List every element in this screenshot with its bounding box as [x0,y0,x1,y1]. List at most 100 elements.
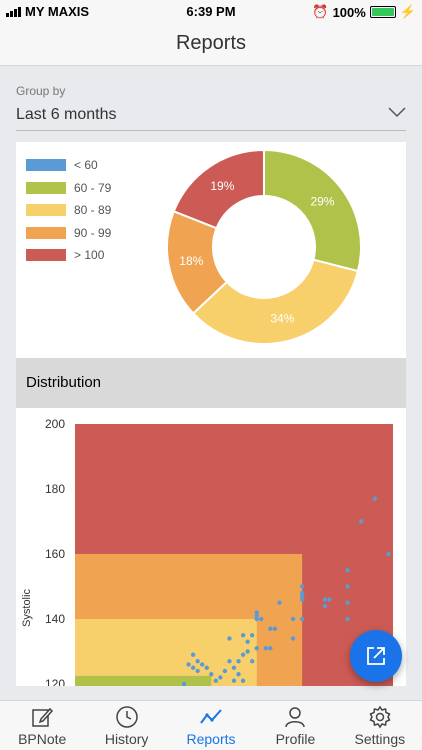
reading-point [259,616,264,622]
category-donut-card: < 60 60 - 79 80 - 89 90 - 99 > 100 29% 34% 18%… [16,142,406,358]
reading-point [254,613,259,618]
y-tick-label: 140 [45,612,65,626]
legend-swatch [26,181,66,194]
y-tick-label: 160 [45,547,65,561]
tab-label: Reports [186,731,236,747]
legend-swatch [26,226,66,239]
reading-point [186,662,191,667]
group-by-value: Last 6 months [16,106,117,123]
reading-point [299,590,305,596]
donut-slice [172,148,265,230]
legend-item: 60 - 79 [26,177,111,200]
y-tick-label: 180 [45,482,65,496]
note-edit-icon [32,707,54,727]
reading-point [240,633,246,638]
reading-point [345,568,350,573]
reading-point [290,636,296,641]
reading-point [231,678,237,683]
donut-slice-label: 29% [310,195,334,209]
page-title: Reports [175,32,247,54]
gear-icon [369,705,391,729]
reading-point [345,584,350,589]
reading-point [322,597,328,602]
group-by-label: Group by [16,84,66,98]
navigation-bar: Reports [0,22,422,66]
legend-item: 80 - 89 [26,199,111,222]
reading-point [254,610,259,615]
y-tick-label: 120 [45,677,65,686]
charging-icon: ⚡ [399,4,416,19]
reading-point [236,659,241,664]
battery-icon [369,6,396,18]
bp-zone [75,675,212,686]
person-icon [285,707,306,728]
select-underline [16,130,406,131]
reading-point [263,646,268,651]
reading-point [272,626,278,631]
distribution-header: Distribution [16,358,406,408]
reading-point [213,678,219,683]
reading-point [322,603,328,609]
tab-label: Settings [354,731,406,747]
battery-group: ⏰ 100% ⚡ [312,4,416,20]
share-icon [367,647,385,665]
legend-label: 90 - 99 [74,225,112,240]
legend-label: 60 - 79 [74,180,112,195]
signal-icon [6,6,21,17]
reading-point [249,659,255,664]
reading-point [268,626,273,631]
distribution-chart-card: 120 140 160 180 200 Systolic [16,408,406,686]
distribution-title: Distribution [26,374,102,391]
legend-item: > 100 [26,244,111,267]
reading-point [327,597,332,602]
donut-slice [263,148,362,273]
reading-point [227,659,232,664]
reading-point [240,652,246,657]
reading-point [245,649,250,654]
status-bar: MY MAXIS 6:39 PM ⏰ 100% ⚡ [0,0,422,22]
reading-point [181,681,187,686]
tab-bpnote[interactable]: BPNote [0,701,84,750]
reading-point [190,665,196,670]
reading-point [200,662,205,667]
reading-point [290,616,296,622]
group-by-select[interactable]: Group by Last 6 months [0,66,422,132]
reading-point [249,633,255,638]
y-tick-label: 200 [45,417,65,431]
reading-point [345,616,350,622]
reading-point [231,665,237,670]
status-time: 6:39 PM [186,4,236,19]
tab-label: BPNote [18,731,67,747]
donut-legend: < 60 60 - 79 80 - 89 90 - 99 > 100 [26,154,111,267]
reading-point [268,646,273,651]
y-axis-label: Systolic [21,589,33,627]
reading-point [359,519,364,524]
reading-point [236,672,241,677]
legend-label: < 60 [74,158,98,173]
tab-label: History [104,731,149,747]
donut-slice-label: 18% [179,254,203,268]
carrier-name: MY MAXIS [25,4,90,19]
tab-reports[interactable]: Reports [169,701,253,750]
trend-chart-icon [200,709,222,724]
tab-settings[interactable]: Settings [338,701,422,750]
reading-point [204,665,209,670]
reading-point [218,675,223,680]
reading-point [299,594,305,599]
reading-point [277,600,282,605]
reading-point [195,668,200,674]
tab-history[interactable]: History [84,701,168,750]
tab-profile[interactable]: Profile [253,701,337,750]
reading-point [254,646,259,651]
reading-point [222,668,228,674]
reading-point [227,636,232,641]
reading-point [386,551,391,557]
share-button[interactable] [350,630,402,682]
donut-slice-label: 19% [210,179,234,193]
tab-bar: BPNote History Reports Profile Settings [0,700,422,750]
reading-point [372,496,378,501]
legend-swatch [26,204,66,217]
donut-chart: 29% 34% 18% 19% [166,148,362,345]
carrier-group: MY MAXIS [6,4,89,19]
reading-point [209,672,214,677]
